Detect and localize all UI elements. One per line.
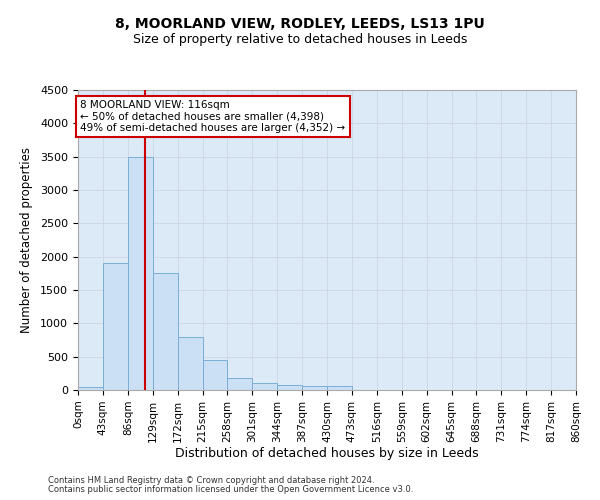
Bar	[302, 386, 327, 390]
Bar	[252, 384, 277, 390]
Bar	[78, 386, 103, 390]
Text: Contains public sector information licensed under the Open Government Licence v3: Contains public sector information licen…	[48, 484, 413, 494]
Bar	[227, 378, 253, 390]
Bar	[203, 360, 227, 390]
Y-axis label: Number of detached properties: Number of detached properties	[20, 147, 33, 333]
Bar	[128, 156, 152, 390]
Bar	[327, 386, 352, 390]
Text: Size of property relative to detached houses in Leeds: Size of property relative to detached ho…	[133, 32, 467, 46]
Bar	[178, 336, 203, 390]
Bar	[103, 264, 128, 390]
Text: 8 MOORLAND VIEW: 116sqm
← 50% of detached houses are smaller (4,398)
49% of semi: 8 MOORLAND VIEW: 116sqm ← 50% of detache…	[80, 100, 346, 133]
Bar	[152, 274, 178, 390]
Bar	[277, 385, 302, 390]
Text: 8, MOORLAND VIEW, RODLEY, LEEDS, LS13 1PU: 8, MOORLAND VIEW, RODLEY, LEEDS, LS13 1P…	[115, 18, 485, 32]
X-axis label: Distribution of detached houses by size in Leeds: Distribution of detached houses by size …	[175, 448, 479, 460]
Text: Contains HM Land Registry data © Crown copyright and database right 2024.: Contains HM Land Registry data © Crown c…	[48, 476, 374, 485]
